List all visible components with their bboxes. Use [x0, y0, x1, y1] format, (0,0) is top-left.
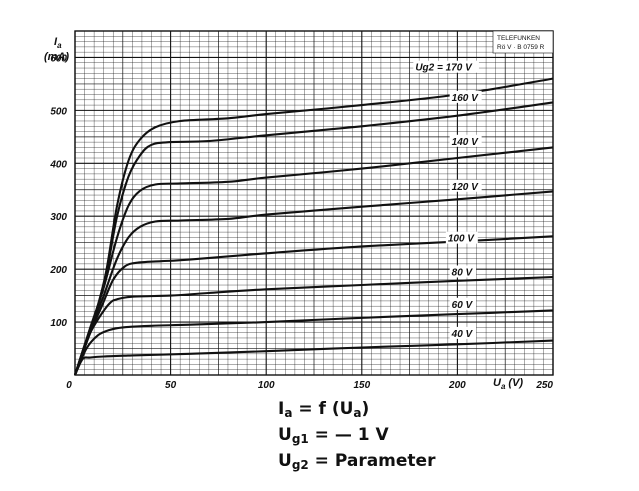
formula-rhs-subscript: a	[353, 406, 362, 420]
curve-label: 80 V	[452, 268, 474, 279]
formula-subscript: g1	[291, 432, 309, 446]
x-axis-symbol: U	[493, 377, 502, 389]
curve-labels: 40 V 60 V 80 V 100 V 120 V 140 V 160 V Ug2 = 17…	[413, 60, 482, 340]
curve-label: 100 V	[448, 234, 475, 245]
curve-label-background	[449, 297, 477, 310]
y-axis-unit: (mA)	[44, 51, 69, 63]
x-tick-label: 150	[353, 380, 370, 391]
plot-frame	[74, 30, 554, 376]
y-axis-subscript: a	[57, 41, 62, 50]
x-tick-label: 100	[258, 380, 275, 391]
stamp: TELEFUNKEN Rö V · B 0759 R	[492, 30, 554, 54]
y-axis-label: Ia (mA)	[44, 36, 69, 63]
y-tick-label: 600	[50, 53, 67, 64]
formula-subscript: g2	[291, 458, 309, 472]
y-tick-label: 100	[50, 318, 67, 329]
y-tick-label: 200	[49, 265, 67, 276]
y-tick-label: 500	[50, 106, 67, 117]
y-tick-label: 300	[50, 212, 67, 223]
formula-rhs: = Parameter	[308, 451, 436, 471]
curve-label: 160 V	[452, 93, 479, 104]
curve-label: Ug2 = 170 V	[415, 63, 473, 74]
curve-label-background	[449, 265, 477, 278]
x-axis-subscript: a	[501, 382, 506, 391]
curve-ug2-120v	[74, 190, 554, 376]
svg-text:Ia: Ia	[54, 36, 62, 50]
formula-rhs-end: )	[361, 399, 370, 419]
formula-rhs: = f (U	[292, 399, 354, 419]
formula-row: Ia = f (Ua)	[278, 398, 478, 424]
curve-label-background	[449, 134, 482, 147]
x-tick-label: 200	[448, 380, 466, 391]
curve-ug2-100v	[74, 235, 554, 376]
formula-symbol: I	[278, 399, 285, 419]
x-axis-label: Ua (V)	[493, 377, 523, 391]
curve-label: 120 V	[452, 182, 479, 193]
chart: 40 V 60 V 80 V 100 V 120 V 140 V 160 V Ug2 = 17…	[44, 30, 554, 391]
formula-block: Ia = f (Ua) Ug1 = — 1 V Ug2 = Parameter	[278, 398, 478, 476]
x-axis-unit: (V)	[508, 377, 523, 389]
curve-ug2-40v	[74, 339, 554, 376]
stamp-line-1: TELEFUNKEN	[497, 35, 540, 42]
x-tick-label: 250	[535, 380, 553, 391]
stamp-line-2: Rö V · B 0759 R	[497, 44, 545, 51]
curve-ug2-170v	[74, 77, 554, 376]
tick-labels: 0 50 100 150 200 250 100 200 300 400 500 600	[49, 53, 553, 391]
curve-label-background	[449, 179, 482, 192]
curve-label-background	[413, 60, 479, 73]
x-tick-label: 50	[165, 380, 177, 391]
x-tick-label: 0	[66, 380, 72, 391]
curve-label-background	[445, 231, 478, 244]
formula-rhs: = — 1 V	[308, 425, 389, 445]
curves	[73, 77, 554, 376]
curve-label: 140 V	[452, 137, 479, 148]
y-axis-symbol: I	[54, 36, 58, 48]
formula-row: Ug2 = Parameter	[278, 450, 478, 476]
curve-label-background	[449, 326, 477, 339]
curve-label-background	[449, 90, 482, 103]
formula-symbol: U	[278, 425, 292, 445]
y-tick-label: 400	[49, 159, 67, 170]
curve-label: 40 V	[451, 329, 474, 340]
grid	[74, 30, 554, 376]
svg-text:Ua(V): Ua (V)	[493, 377, 523, 391]
curve-ug2-60v	[74, 309, 554, 376]
formula-row: Ug1 = — 1 V	[278, 424, 478, 450]
curve-label: 60 V	[452, 300, 474, 311]
plot-border	[74, 30, 554, 376]
formula-symbol: U	[278, 451, 292, 471]
curve-ug2-80v	[74, 276, 554, 376]
formula-subscript: a	[284, 406, 293, 420]
